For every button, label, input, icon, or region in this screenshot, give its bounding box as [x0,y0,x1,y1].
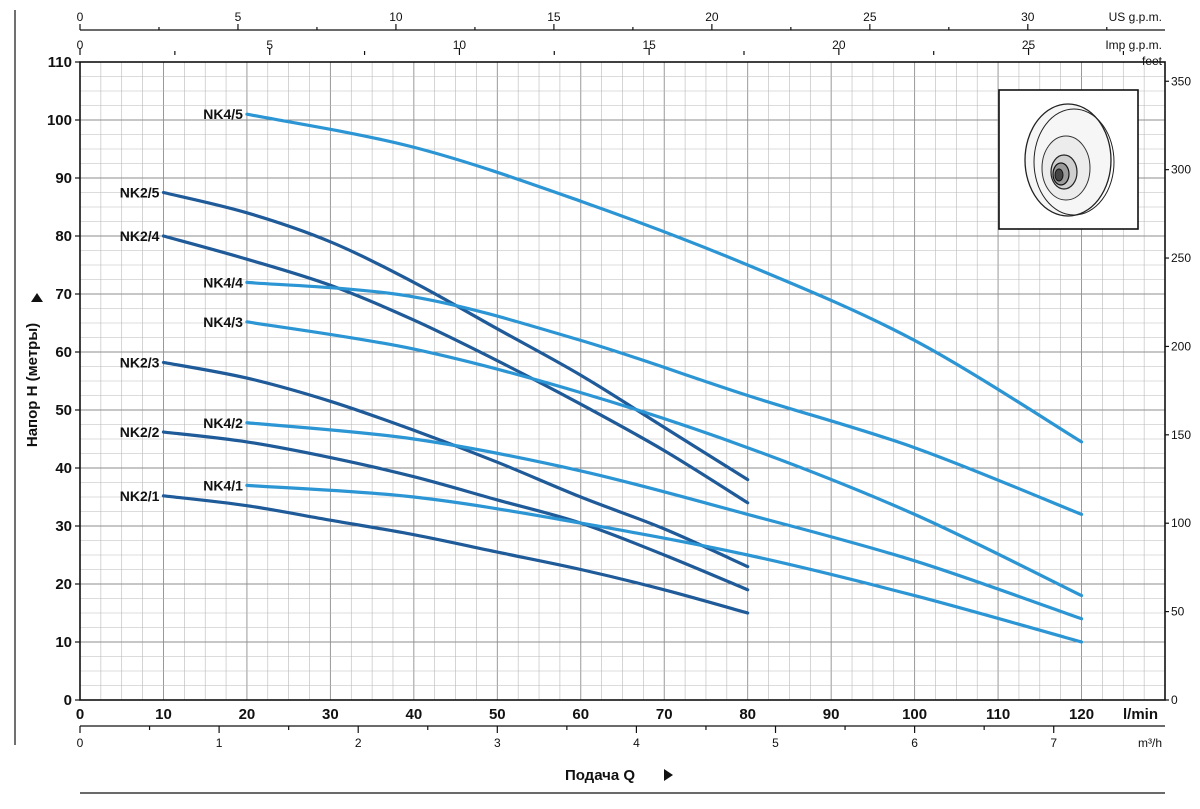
x-tick-label: 120 [1069,706,1094,723]
y-tick-label: 110 [48,54,72,71]
label-nk2-1: NK2/1 [120,488,160,504]
label-nk2-3: NK2/3 [120,354,160,370]
feet-tick-label: 150 [1171,428,1191,442]
axis-ticks: 0102030405060708090100110050100150200250… [47,10,1191,750]
label-nk4-2: NK4/2 [203,415,243,431]
x-tick-label: 40 [406,706,423,723]
impgpm-tick-label: 15 [642,38,656,52]
feet-tick-label: 200 [1171,339,1191,353]
impeller-image [998,89,1139,230]
y-tick-label: 100 [47,112,72,129]
feet-tick-label: 250 [1171,251,1191,265]
curve-nk4-5 [245,112,1084,444]
m3h-unit-label: m³/h [1138,736,1162,750]
x-tick-label: 70 [656,706,673,723]
x-tick-label: 110 [986,706,1010,723]
x-tick-label: 20 [239,706,256,723]
m3h-tick-label: 1 [216,736,223,750]
curve-nk2-4 [161,234,750,505]
y-right-unit-label: feet [1142,54,1163,68]
x-tick-label: 50 [489,706,506,723]
label-nk2-2: NK2/2 [120,424,160,440]
impgpm-tick-label: 20 [832,38,846,52]
usgpm-tick-label: 5 [235,10,242,24]
usgpm-tick-label: 10 [389,10,403,24]
y-tick-label: 80 [55,228,72,245]
label-nk4-5: NK4/5 [203,106,243,122]
usgpm-tick-label: 15 [547,10,561,24]
feet-tick-label: 350 [1171,74,1191,88]
m3h-tick-label: 4 [633,736,640,750]
feet-tick-label: 300 [1171,163,1191,177]
x-tick-label: 90 [823,706,840,723]
x-tick-label: 60 [572,706,589,723]
m3h-tick-label: 7 [1050,736,1057,750]
x-axis-title: Подача Q [565,767,635,784]
usgpm-tick-label: 25 [863,10,877,24]
x-tick-label: 0 [76,706,84,723]
impgpm-tick-label: 0 [77,38,84,52]
y-tick-label: 20 [55,576,72,593]
curve-nk4-4 [245,280,1084,516]
plot-border [79,61,1166,701]
x-tick-label: 10 [155,706,172,723]
impgpm-tick-label: 10 [453,38,467,52]
label-nk4-1: NK4/1 [203,477,243,493]
m3h-tick-label: 0 [77,736,84,750]
curve-nk4-1 [245,483,1084,644]
usgpm-tick-label: 20 [705,10,719,24]
x-axis-arrow-icon [664,769,673,781]
y-tick-label: 10 [55,634,72,651]
usgpm-tick-label: 0 [77,10,84,24]
x-tick-label: 30 [322,706,339,723]
m3h-tick-label: 2 [355,736,362,750]
x-tick-label: 100 [902,706,927,723]
grid [79,61,1166,701]
curve-nk2-2 [161,430,750,592]
y-tick-label: 60 [55,344,72,361]
m3h-tick-label: 6 [911,736,918,750]
m3h-tick-label: 3 [494,736,501,750]
x-unit-label: l/min [1123,706,1158,723]
label-nk2-5: NK2/5 [120,185,160,201]
feet-tick-label: 50 [1171,605,1185,619]
series-labels: NK4/5 NK2/5 NK2/4 NK4/4 NK4/3 NK2/3 NK4/2 NK2/2… [120,106,243,504]
x-tick-label: 80 [739,706,756,723]
label-nk4-4: NK4/4 [203,274,243,290]
y-tick-label: 30 [55,518,72,535]
y-tick-label: 50 [55,402,72,419]
impgpm-unit-label: Imp g.p.m. [1105,38,1162,52]
feet-tick-label: 100 [1171,516,1191,530]
usgpm-tick-label: 30 [1021,10,1035,24]
y-axis-title: Напор H (метры) [24,323,41,447]
feet-tick-label: 0 [1171,693,1178,707]
usgpm-unit-label: US g.p.m. [1109,10,1162,24]
performance-curves [161,112,1084,644]
m3h-tick-label: 5 [772,736,779,750]
y-tick-label: 0 [64,692,72,709]
curve-nk4-3 [245,320,1084,598]
curve-nk2-1 [161,494,750,615]
curve-nk4-2 [245,421,1084,621]
impgpm-tick-label: 5 [266,38,273,52]
impgpm-tick-label: 25 [1022,38,1036,52]
y-tick-label: 90 [55,170,72,187]
y-axis-arrow-icon [31,293,43,302]
label-nk4-3: NK4/3 [203,314,243,330]
label-nk2-4: NK2/4 [120,228,160,244]
y-tick-label: 40 [55,460,72,477]
y-tick-label: 70 [55,286,72,303]
